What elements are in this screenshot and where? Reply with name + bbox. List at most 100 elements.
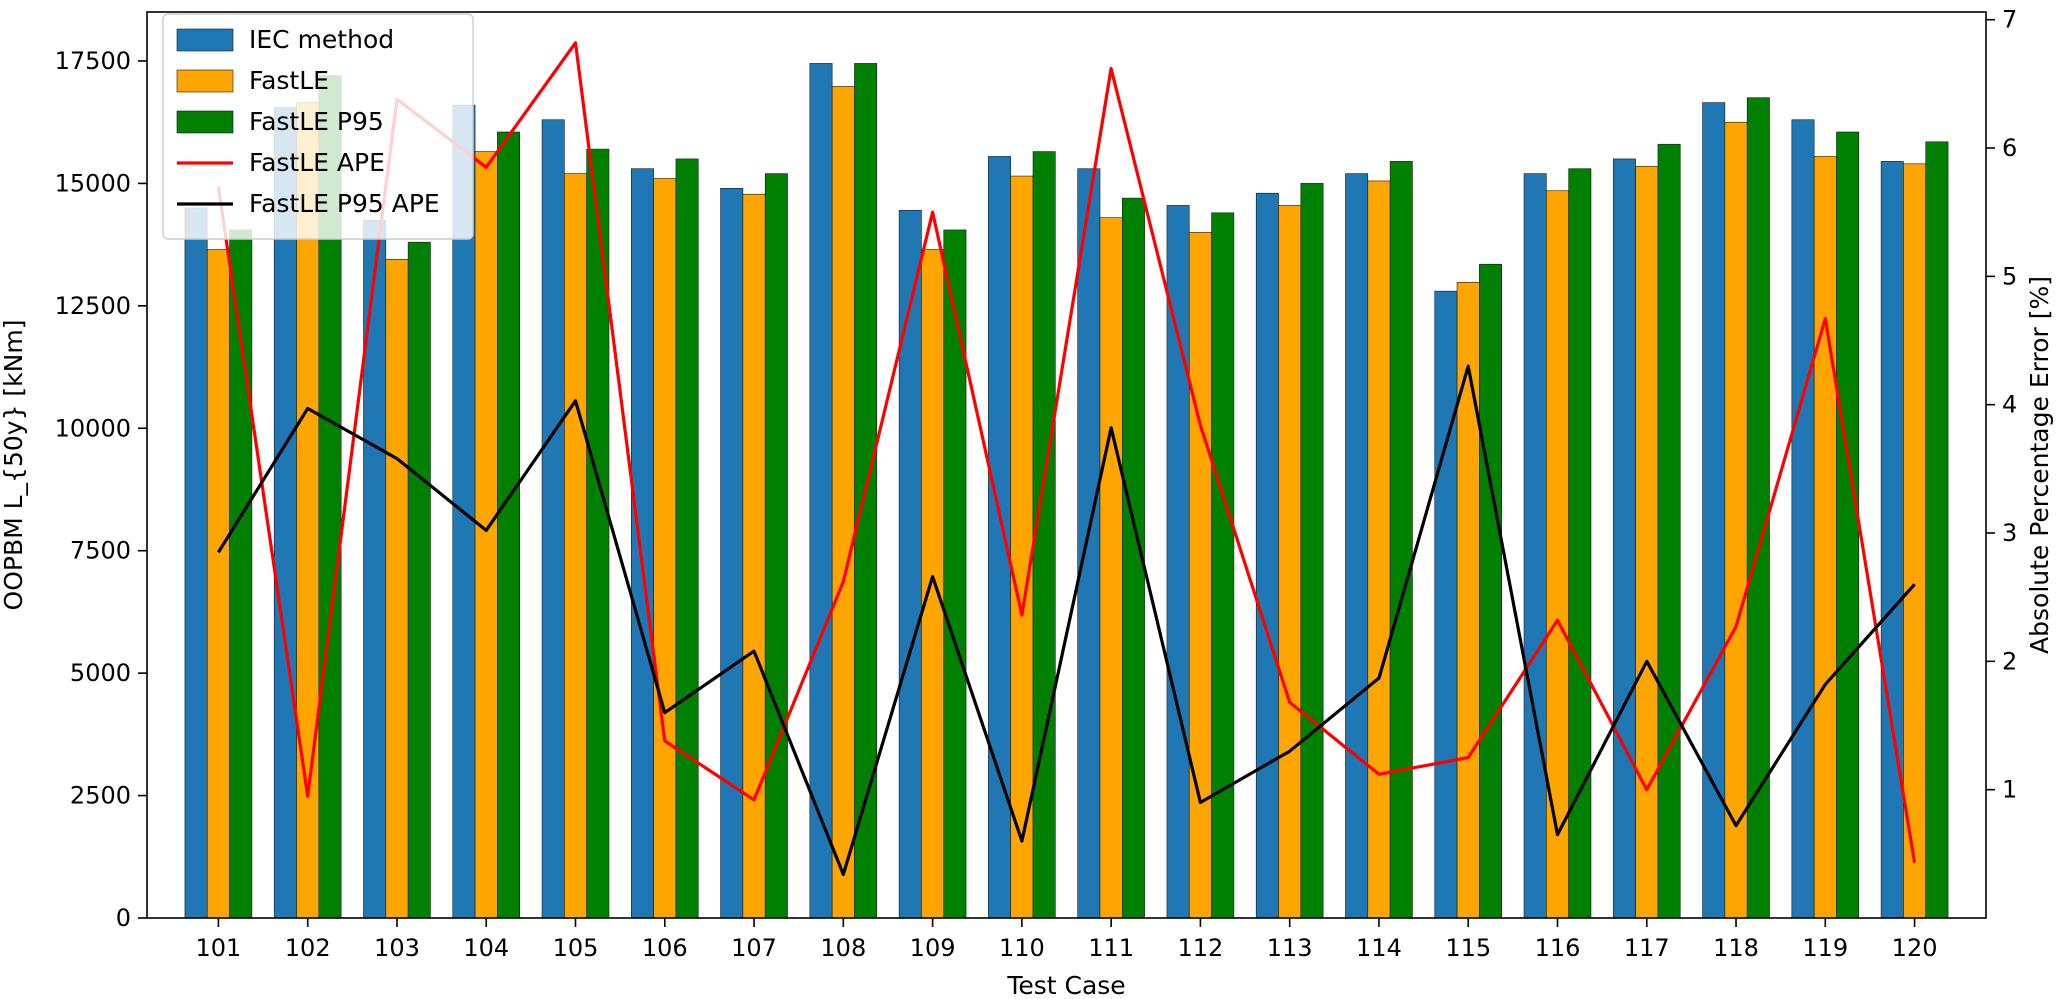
legend-label-fastle-p95-ape: FastLE P95 APE [249, 189, 440, 218]
x-tick-label: 102 [285, 934, 331, 962]
x-tick-label: 112 [1178, 934, 1224, 962]
bar-fastle-101 [206, 249, 230, 919]
legend-swatch-fastle-p95 [176, 110, 234, 134]
y2-tick-label: 2 [2002, 647, 2017, 675]
x-tick-label: 111 [1088, 934, 1134, 962]
x-tick-label: 104 [463, 934, 509, 962]
bar-fastle-p95-107 [764, 173, 788, 919]
x-axis-ticks: 101 102 103 104 105 106 107 108 109 110 111 112 113 1… [196, 918, 1938, 962]
x-tick-label: 110 [999, 934, 1045, 962]
y2-tick-label: 1 [2002, 776, 2017, 804]
bar-fastle-120 [1903, 163, 1927, 919]
legend-label-fastle-ape: FastLE APE [249, 148, 385, 177]
bar-fastle-p95-103 [407, 241, 431, 919]
x-tick-label: 109 [910, 934, 956, 962]
y-tick-label: 7500 [70, 537, 131, 565]
bar-fastle-108 [831, 86, 855, 919]
y-tick-label: 0 [116, 904, 131, 932]
bar-fastle-p95-112 [1211, 212, 1235, 919]
bar-fastle-p95-118 [1746, 97, 1770, 919]
bar-fastle-p95-106 [675, 158, 699, 919]
y-tick-label: 10000 [55, 414, 131, 442]
bar-iec-method-105 [541, 119, 565, 919]
legend-box [162, 13, 474, 240]
bar-fastle-112 [1188, 232, 1212, 919]
legend-swatch-fastle [176, 69, 234, 93]
bar-fastle-109 [921, 249, 945, 919]
bar-iec-method-107 [720, 188, 744, 919]
bar-iec-method-114 [1345, 173, 1369, 919]
bar-iec-method-117 [1612, 158, 1636, 919]
x-tick-label: 114 [1356, 934, 1402, 962]
plot-frame [146, 11, 1987, 919]
x-tick-label: 117 [1624, 934, 1670, 962]
y-tick-label: 15000 [55, 169, 131, 197]
bar-iec-method-119 [1791, 119, 1815, 919]
bar-fastle-p95-105 [586, 148, 610, 919]
x-tick-label: 101 [196, 934, 242, 962]
bar-iec-method-106 [630, 168, 654, 919]
bar-fastle-p95-120 [1925, 141, 1949, 919]
bar-fastle-113 [1278, 205, 1302, 919]
legend-label-iec-method: IEC method [249, 25, 394, 54]
legend: IEC method FastLE FastLE P95 FastLE APE Fast… [162, 13, 474, 240]
x-tick-label: 108 [820, 934, 866, 962]
bar-iec-method-109 [898, 210, 922, 919]
x-tick-label: 106 [642, 934, 688, 962]
bar-fastle-119 [1813, 156, 1837, 919]
bar-iec-method-101 [184, 207, 208, 919]
line-fastle-ape [216, 41, 1917, 864]
y2-tick-label: 7 [2002, 6, 2017, 34]
bar-iec-method-111 [1077, 168, 1101, 919]
x-tick-label: 120 [1892, 934, 1938, 962]
legend-label-fastle-p95: FastLE P95 [249, 107, 384, 136]
bar-fastle-111 [1099, 217, 1123, 919]
y-axis-label: OOPBM L_{50y} [kNm] [0, 320, 28, 611]
bar-iec-method-112 [1166, 205, 1190, 919]
bar-iec-method-120 [1880, 161, 1904, 919]
bar-fastle-104 [474, 151, 498, 919]
y-tick-label: 12500 [55, 292, 131, 320]
bar-fastle-118 [1724, 121, 1748, 919]
bar-fastle-117 [1635, 165, 1659, 919]
y-tick-label: 5000 [70, 659, 131, 687]
bar-iec-method-115 [1434, 290, 1458, 919]
legend-swatch-iec-method [176, 28, 234, 52]
x-tick-label: 113 [1267, 934, 1313, 962]
y-tick-label: 17500 [55, 47, 131, 75]
y2-tick-label: 3 [2002, 519, 2017, 547]
bar-fastle-p95-119 [1836, 131, 1860, 919]
bar-fastle-107 [742, 193, 766, 919]
y-axis-ticks: 0 2500 5000 7500 10000 12500 15000 17500 [55, 47, 147, 932]
bar-iec-method-113 [1255, 192, 1279, 919]
bar-fastle-p95-113 [1300, 183, 1324, 919]
bar-fastle-105 [564, 173, 587, 919]
x-tick-label: 115 [1445, 934, 1491, 962]
bar-fastle-p95-117 [1657, 143, 1681, 919]
bar-fastle-p95-109 [943, 229, 967, 919]
bar-fastle-p95-104 [497, 131, 521, 919]
bar-iec-method-108 [809, 63, 833, 919]
y-tick-label: 2500 [70, 782, 131, 810]
x-tick-label: 119 [1802, 934, 1848, 962]
bar-fastle-106 [653, 178, 677, 919]
y2-axis-label: Absolute Percentage Error [%] [2025, 276, 2054, 654]
bar-iec-method-116 [1523, 173, 1547, 919]
x-tick-label: 107 [731, 934, 777, 962]
bar-iec-method-110 [988, 156, 1012, 919]
x-axis-label: Test Case [1006, 971, 1125, 999]
y2-tick-label: 4 [2002, 391, 2017, 419]
legend-label-fastle: FastLE [249, 66, 329, 95]
y2-tick-label: 5 [2002, 262, 2017, 290]
bar-fastle-p95-115 [1479, 263, 1503, 919]
lines-layer [216, 41, 1917, 877]
bar-fastle-103 [385, 259, 409, 919]
line-fastle-p95-ape [217, 364, 1916, 877]
x-tick-label: 116 [1535, 934, 1581, 962]
x-tick-label: 103 [374, 934, 420, 962]
bar-fastle-116 [1546, 190, 1569, 919]
x-tick-label: 105 [553, 934, 599, 962]
bar-fastle-115 [1456, 282, 1480, 919]
bar-fastle-114 [1367, 180, 1391, 919]
